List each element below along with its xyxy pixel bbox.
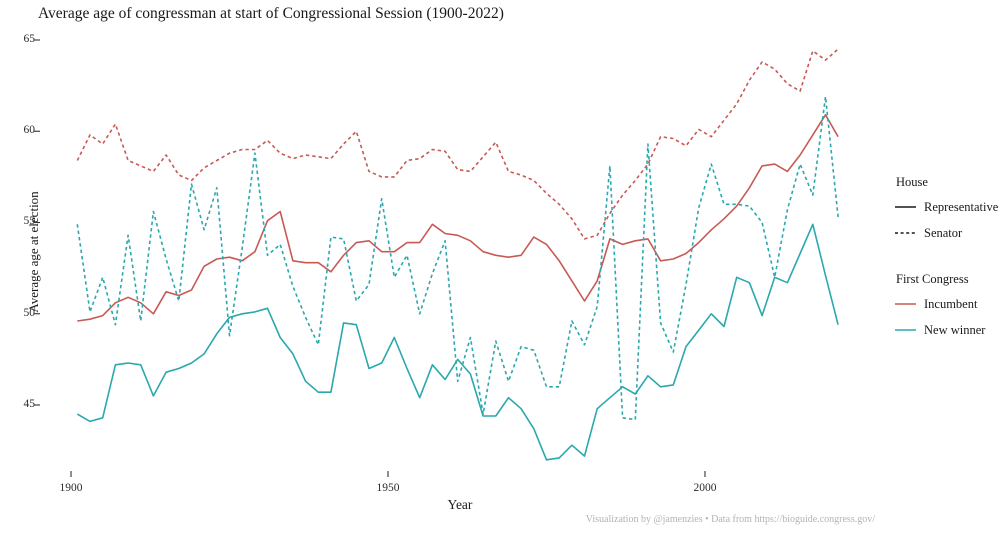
legend-label-representative: Representative bbox=[924, 199, 999, 214]
y-tick-50: 50 bbox=[23, 307, 36, 319]
legend-label-senator: Senator bbox=[924, 225, 963, 240]
legend-group-first-congress-title: First Congress bbox=[896, 272, 969, 286]
y-tick-65: 65 bbox=[23, 33, 36, 45]
attribution-caption: Visualization by @jamenzies • Data from … bbox=[585, 514, 875, 525]
chart-line-representative-new-winner bbox=[76, 223, 839, 461]
x-tick-1950: 1950 bbox=[376, 482, 400, 494]
legend-item-new-winner: New winner bbox=[895, 317, 1000, 343]
y-tick-60: 60 bbox=[23, 124, 36, 136]
legend-label-new-winner: New winner bbox=[924, 322, 986, 337]
solid-line-icon bbox=[895, 206, 916, 208]
incumbent-line-icon bbox=[895, 303, 916, 305]
y-tick-45: 45 bbox=[23, 398, 36, 410]
legend-label-incumbent: Incumbent bbox=[924, 296, 978, 311]
chart-title: Average age of congressman at start of C… bbox=[38, 5, 504, 22]
chart-line-representative-incumbent bbox=[77, 114, 839, 322]
legend-item-senator: Senator bbox=[895, 220, 1000, 246]
legend-item-representative: Representative bbox=[895, 194, 1000, 220]
dashed-line-icon bbox=[895, 232, 916, 234]
x-tick-1900: 1900 bbox=[59, 482, 83, 494]
new-winner-line-icon bbox=[895, 329, 916, 331]
legend-group-house-title: House bbox=[896, 175, 928, 189]
x-axis-label: Year bbox=[447, 497, 473, 512]
x-tick-2000: 2000 bbox=[693, 482, 717, 494]
y-tick-55: 55 bbox=[23, 215, 36, 227]
chart-line-senator-new-winner bbox=[76, 95, 839, 421]
legend-item-incumbent: Incumbent bbox=[895, 291, 1000, 317]
chart-line-senator-incumbent bbox=[76, 48, 839, 240]
legend: House Representative Senator First Congr… bbox=[895, 175, 1000, 343]
